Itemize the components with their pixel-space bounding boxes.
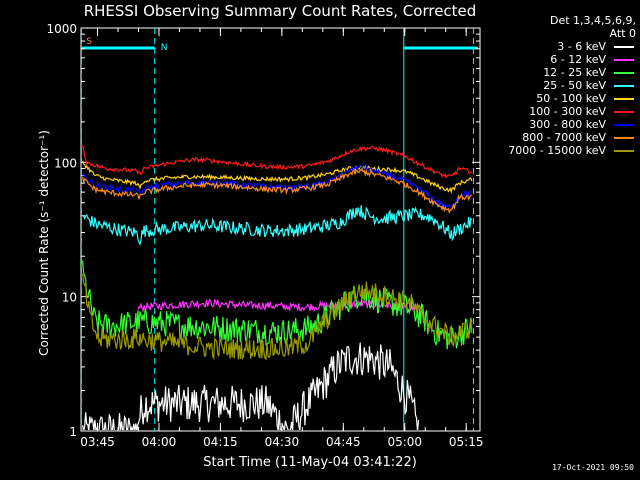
legend-item-label: 50 - 100 keV [536,92,606,105]
legend: Det 1,3,4,5,6,9, Att 0 3 - 6 keV 6 - 12 k… [482,14,636,157]
y-axis-label: Corrected Count Rate (s⁻¹ detector⁻¹) [37,130,51,356]
legend-item: 7000 - 15000 keV [482,144,636,157]
legend-header-detectors: Det 1,3,4,5,6,9, [549,14,636,27]
legend-header-attenuator: Att 0 [609,27,636,40]
series-line-25-50-kev [82,205,473,246]
date-stamp: 17-Oct-2021 09:50 [552,463,634,472]
legend-item-label: 100 - 300 keV [529,105,606,118]
legend-item: 25 - 50 keV [482,79,636,92]
legend-swatch [614,111,634,113]
flag-s: S [86,37,92,47]
legend-item-label: 7000 - 15000 keV [508,144,606,157]
legend-swatch [614,59,634,61]
x-tick-label: 05:00 [387,435,422,449]
y-tick-label: 10 [62,291,77,305]
x-tick-label: 03:45 [80,435,115,449]
legend-item: 12 - 25 keV [482,66,636,79]
y-tick-label: 1 [69,425,77,439]
legend-item: 3 - 6 keV [482,40,636,53]
legend-swatch [614,137,634,139]
legend-item: 300 - 800 keV [482,118,636,131]
legend-item-label: 3 - 6 keV [557,40,606,53]
plot-frame [80,27,481,432]
y-tick-label: 1000 [46,22,77,36]
legend-swatch [614,46,634,48]
x-tick-label: 05:15 [449,435,484,449]
legend-swatch [614,124,634,126]
chart-title: RHESSI Observing Summary Count Rates, Co… [83,2,477,20]
x-tick-label: 04:15 [203,435,238,449]
legend-swatch [614,150,634,152]
legend-item: 800 - 7000 keV [482,131,636,144]
x-tick-label: 04:00 [142,435,177,449]
series-line-6-12-kev [137,298,419,314]
flag-n: N [161,43,168,53]
legend-item: 100 - 300 keV [482,105,636,118]
x-tick-label: 04:45 [326,435,361,449]
series-line-7000-15000-kev [82,273,473,361]
series-line-100-300-kev [82,144,473,179]
legend-item: 6 - 12 keV [482,53,636,66]
series-line-50-100-kev [82,160,473,194]
legend-item-label: 300 - 800 keV [529,118,606,131]
x-tick-label: 04:30 [265,435,300,449]
legend-item: 50 - 100 keV [482,92,636,105]
legend-swatch [614,85,634,87]
legend-swatch [614,98,634,100]
legend-item-label: 25 - 50 keV [543,79,606,92]
legend-item-label: 6 - 12 keV [550,53,606,66]
legend-item-label: 12 - 25 keV [543,66,606,79]
series-line-800-7000-kev [82,168,472,215]
x-axis-label: Start Time (11-May-04 03:41:22) [203,455,417,470]
legend-swatch [614,72,634,74]
y-tick-label: 100 [54,156,77,170]
series-line-3-6-kev [82,342,420,430]
legend-item-label: 800 - 7000 keV [522,131,606,144]
